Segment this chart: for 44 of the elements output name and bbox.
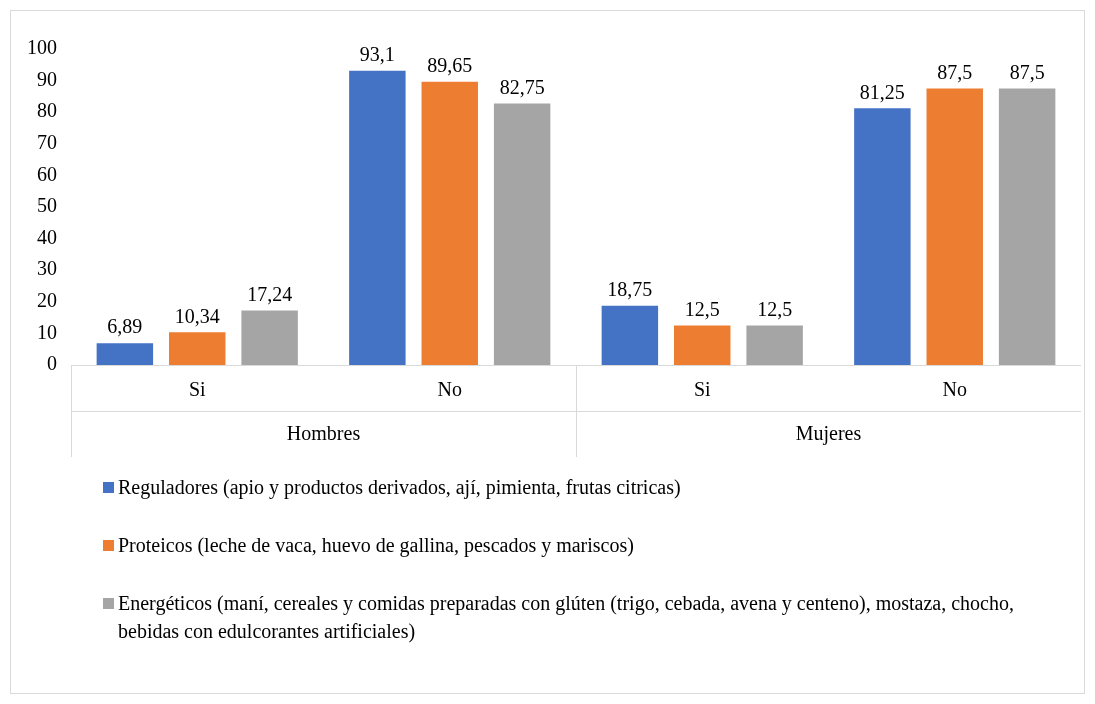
data-label: 10,34 [174,304,220,327]
y-tick-label: 10 [37,320,57,343]
legend-label: Proteicos (leche de vaca, huevo de gallina, pescados y mariscos) [118,533,634,559]
bar [421,81,478,365]
bar [601,305,659,365]
data-label: 81,25 [859,80,905,103]
bar [854,108,911,365]
bar [241,310,298,365]
bar [349,70,406,365]
data-label: 82,75 [499,75,545,98]
y-tick-label: 100 [27,36,57,59]
bar [169,332,226,365]
bar [493,103,551,365]
bar [674,325,731,365]
y-tick-label: 90 [37,67,57,90]
data-label: 12,5 [757,297,793,320]
x-tick-label: Si [693,378,712,401]
y-tick-label: 20 [37,289,57,312]
y-tick-label: 50 [37,194,57,217]
data-label: 87,5 [1009,60,1045,83]
data-label: 93,1 [359,43,395,66]
y-tick-label: 80 [37,99,57,122]
data-label: 12,5 [684,297,720,320]
y-tick-label: 70 [37,131,57,154]
x-tick-label: Si [188,378,207,401]
data-label: 87,5 [937,60,973,83]
data-label: 89,65 [427,53,473,76]
y-tick-label: 60 [37,162,57,185]
bar [926,88,983,365]
bar [746,325,803,365]
legend-label: Reguladores (apio y productos derivados, ají, pimienta, frutas citricas) [118,475,681,501]
y-tick-label: 30 [37,257,57,280]
y-tick-label: 0 [47,352,57,375]
x-tick-label: No [942,378,967,401]
bar [998,88,1056,365]
bar [96,343,154,365]
data-label: 6,89 [107,315,143,338]
text: Hombres [286,422,361,445]
data-label: 18,75 [607,278,653,300]
x-tick-label: No [437,378,462,401]
data-label: 17,24 [247,282,293,305]
legend-label: Energéticos (maní, cereales y comidas preparadas con glúten (trigo, cebada, avena y centeno), mostaza, chocho, bebidas con edulcorantes artificiales) [118,591,1015,645]
text: Mujeres [795,422,862,446]
y-tick-label: 40 [37,225,57,248]
